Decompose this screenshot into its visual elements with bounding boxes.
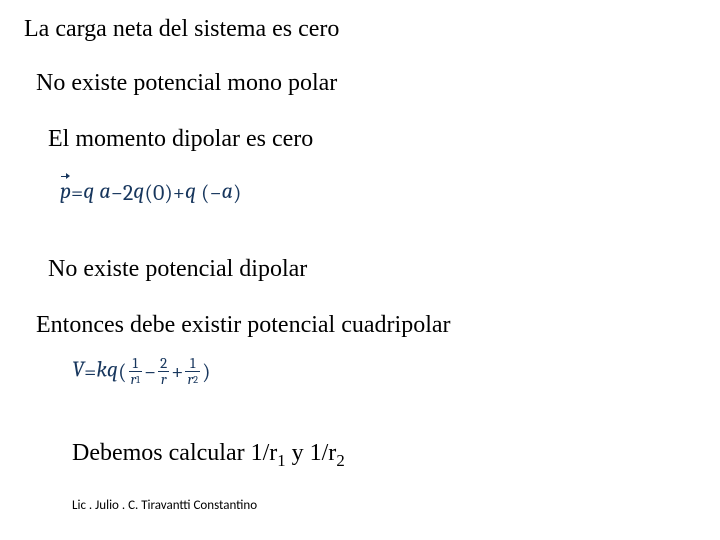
symbol-V: V (72, 357, 84, 383)
coefficient-2: 2 (123, 180, 133, 206)
term-q2: q (185, 178, 201, 204)
equals-sign-2: = (84, 359, 96, 385)
calc-mid: y 1/r (286, 440, 337, 466)
open-paren-neg: (− (201, 180, 222, 206)
text-line-5: Entonces debe existir potencial cuadripo… (36, 312, 451, 339)
text-line-3: El momento dipolar es cero (48, 126, 313, 153)
fraction-1-over-r1: 1r1 (129, 356, 142, 387)
text-line-4: No existe potencial dipolar (48, 256, 307, 283)
text-line-2: No existe potencial mono polar (36, 70, 337, 97)
term-qa: q a (83, 178, 110, 204)
open-paren-2: ( (118, 359, 126, 385)
term-q: q (133, 178, 144, 204)
footer-author: Lic . Julio . C. Tiravantti Constantino (72, 498, 257, 513)
vector-p: p (60, 178, 71, 204)
paren-zero: (0) (145, 180, 173, 206)
text-calcular: Debemos calcular 1/r1 y 1/r2 (72, 440, 345, 471)
minus-sign-2: − (144, 359, 156, 385)
minus-sign: − (111, 180, 123, 206)
term-a2: a (222, 178, 233, 204)
equals-sign: = (71, 180, 83, 206)
calc-pre: Debemos calcular 1/r (72, 440, 277, 466)
fraction-2-over-r: 2r (158, 356, 169, 387)
text-line-1: La carga neta del sistema es cero (24, 16, 339, 43)
symbol-kq: kq (96, 357, 118, 383)
calc-sub1: 1 (277, 451, 285, 470)
close-paren-2: ) (202, 359, 210, 385)
formula-quadrupole-potential: V = kq(1r1 − 2r + 1r2 ) (72, 356, 210, 387)
plus-sign-2: + (171, 359, 183, 385)
calc-sub2: 2 (336, 451, 344, 470)
formula-dipole-moment: p = q a − 2 q(0) + q (−a ) (60, 178, 241, 206)
fraction-1-over-r2: 1r2 (185, 356, 200, 387)
plus-sign: + (173, 180, 185, 206)
close-paren: ) (233, 180, 241, 206)
